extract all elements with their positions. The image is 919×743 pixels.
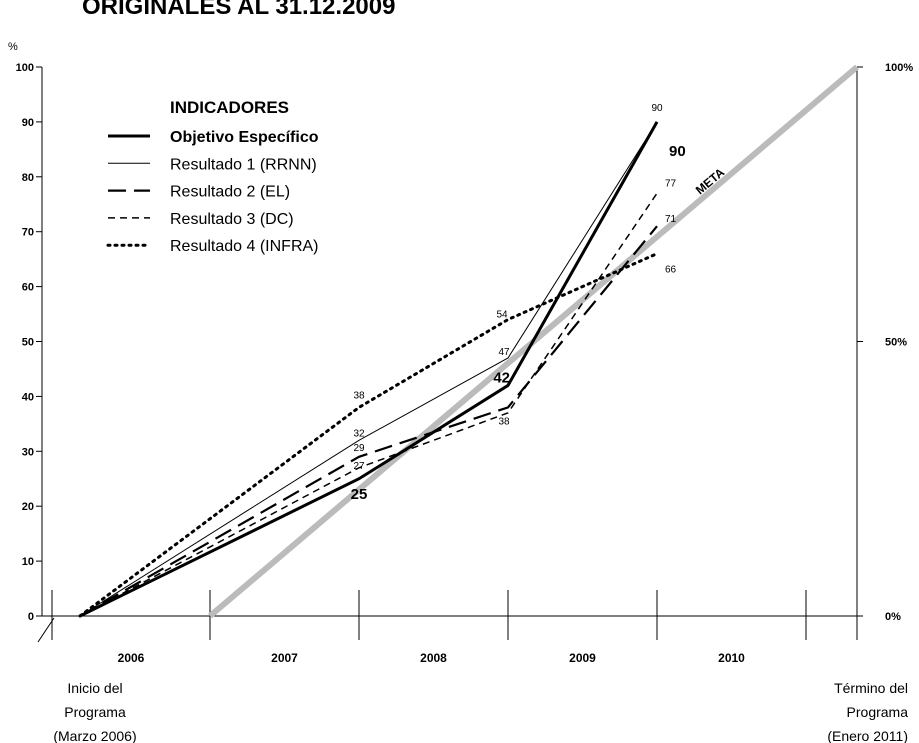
data-label: 38 <box>498 416 510 427</box>
y-tick-label: 90 <box>22 117 34 129</box>
data-label: 71 <box>665 214 677 225</box>
series-line <box>79 192 658 617</box>
x-tick-label: 2008 <box>420 651 447 665</box>
y-axis-label: % <box>8 41 18 53</box>
data-label: 47 <box>498 347 510 358</box>
data-label: 29 <box>353 443 365 454</box>
legend-label: Resultado 4 (INFRA) <box>170 238 319 255</box>
legend-label: Resultado 3 (DC) <box>170 211 294 228</box>
data-label: 42 <box>493 369 510 386</box>
x-tick-label: 2007 <box>271 651 298 665</box>
y-tick-label: 20 <box>22 501 34 513</box>
x-tick-label: 2010 <box>718 651 745 665</box>
y2-tick-label: 100% <box>885 62 913 74</box>
end-note: (Enero 2011) <box>827 728 908 743</box>
x-tick-label: 2009 <box>569 651 596 665</box>
data-label: 27 <box>353 461 365 472</box>
start-note: Programa <box>64 704 126 720</box>
end-note: Término del <box>834 680 908 696</box>
series-line <box>78 252 659 618</box>
data-label: 90 <box>651 103 663 114</box>
y-tick-label: 40 <box>22 391 34 403</box>
start-note: Inicio del <box>67 680 122 696</box>
chart-title: ORIGINALES AL 31.12.2009 <box>82 0 395 20</box>
y-tick-label: 70 <box>22 227 34 239</box>
y-tick-label: 60 <box>22 282 34 294</box>
y-tick-label: 10 <box>22 556 34 568</box>
data-label: 54 <box>496 310 508 321</box>
axis-break <box>37 617 55 643</box>
data-label: 32 <box>353 428 365 439</box>
data-label: 38 <box>353 390 365 401</box>
start-note: (Marzo 2006) <box>53 728 136 743</box>
series-line <box>79 121 658 617</box>
legend-label: Objetivo Específico <box>170 129 319 146</box>
y2-tick-label: 50% <box>885 337 907 349</box>
y-tick-label: 100 <box>16 62 34 74</box>
legend-label: Resultado 1 (RRNN) <box>170 156 317 173</box>
data-label: 90 <box>669 143 686 160</box>
legend-label: Resultado 2 (EL) <box>170 184 290 201</box>
series-line <box>79 225 658 617</box>
data-label: 25 <box>351 486 368 503</box>
y-tick-label: 0 <box>28 611 34 623</box>
y-tick-label: 50 <box>22 337 34 349</box>
legend-title: INDICADORES <box>170 98 289 117</box>
y-tick-label: 80 <box>22 172 34 184</box>
x-tick-label: 2006 <box>118 651 145 665</box>
y-tick-label: 30 <box>22 446 34 458</box>
end-note: Programa <box>847 704 909 720</box>
data-label: 66 <box>665 265 677 276</box>
y2-tick-label: 0% <box>885 611 901 623</box>
data-label: 77 <box>665 178 677 189</box>
